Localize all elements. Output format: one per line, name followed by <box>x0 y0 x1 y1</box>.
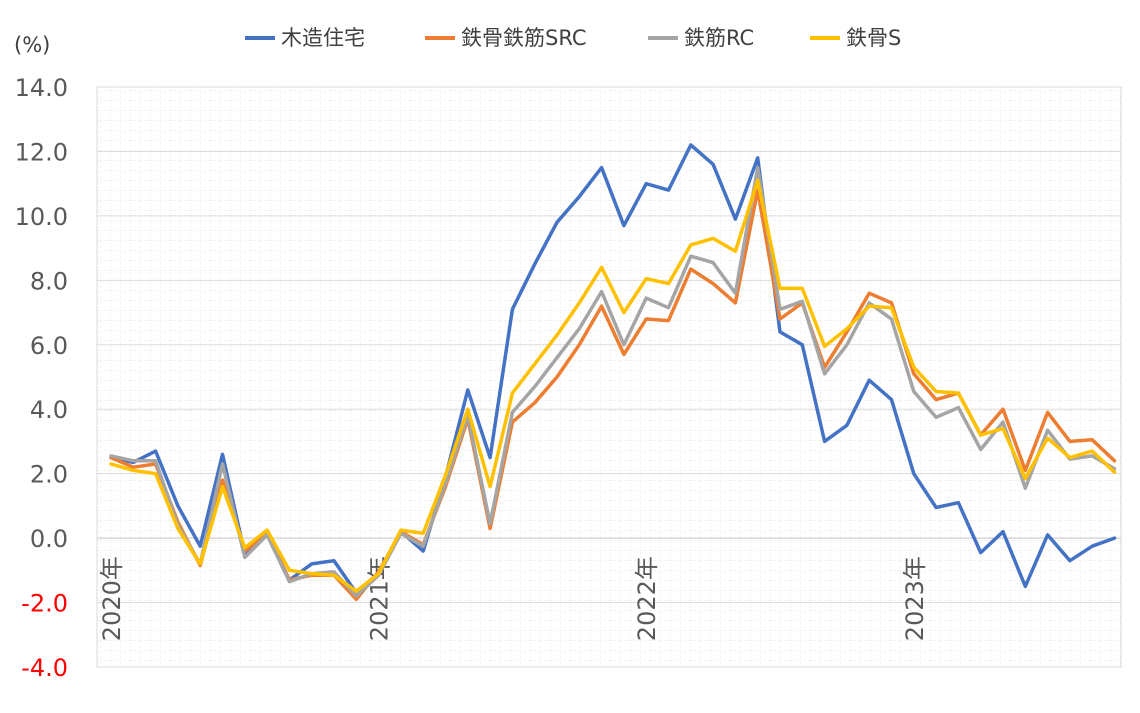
legend-label: 鉄骨S <box>846 26 901 50</box>
y-tick-label: 14.0 <box>15 74 68 102</box>
legend-label: 鉄骨鉄筋SRC <box>461 26 587 50</box>
y-tick-label: 2.0 <box>30 461 68 489</box>
y-axis: 14.0 12.0 10.0 8.0 6.0 4.0 2.0 0.0 -2.0 -4.0 <box>15 74 68 682</box>
y-tick-label: 0.0 <box>30 525 68 553</box>
x-axis: 2020年 2021年 2022年 2023年 <box>98 556 929 641</box>
series-lines <box>109 143 1117 602</box>
legend-label: 木造住宅 <box>281 26 365 50</box>
y-tick-label: 6.0 <box>30 332 68 360</box>
y-tick-label: -2.0 <box>21 590 68 618</box>
y-tick-label: 10.0 <box>15 203 68 231</box>
y-tick-label: 12.0 <box>15 138 68 166</box>
plot-area <box>96 86 1122 668</box>
legend-label: 鉄筋RC <box>684 26 754 50</box>
series-line-2 <box>109 165 1117 598</box>
x-tick-label: 2023年 <box>901 556 929 641</box>
legend: 木造住宅 鉄骨鉄筋SRC 鉄筋RC 鉄骨S <box>245 26 901 50</box>
y-tick-label: 8.0 <box>30 267 68 295</box>
y-tick-label: 4.0 <box>30 396 68 424</box>
x-tick-label: 2020年 <box>98 556 126 641</box>
major-gridlines <box>97 86 1121 668</box>
x-tick-label: 2022年 <box>633 556 661 641</box>
y-tick-label: -4.0 <box>21 654 68 682</box>
unit-label: (%) <box>14 33 50 57</box>
series-line-3 <box>109 178 1117 594</box>
